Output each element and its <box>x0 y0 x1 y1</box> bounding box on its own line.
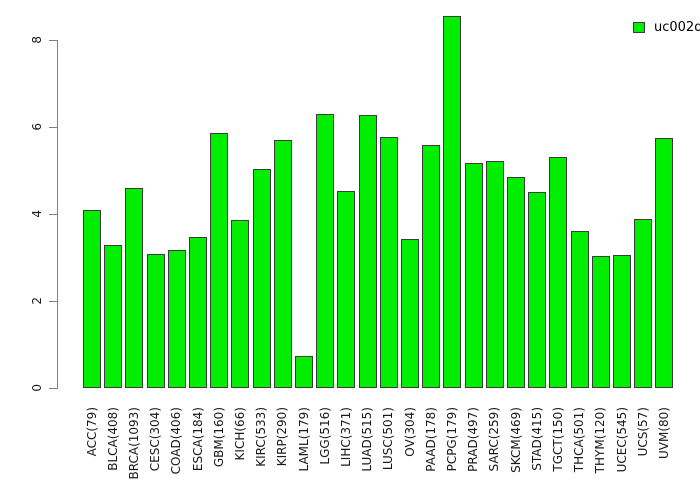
x-axis-label: ACC(79) <box>84 407 99 457</box>
x-axis-label: CESC(304) <box>148 407 163 472</box>
bar-SARC(259) <box>485 161 504 388</box>
y-axis-tick-label: 6 <box>29 123 44 131</box>
x-axis-label: OV(304) <box>402 407 417 457</box>
bar-PAAD(178) <box>422 145 441 388</box>
x-axis-label: LAML(179) <box>296 407 311 472</box>
x-axis-label: LGG(516) <box>317 407 332 465</box>
bar-LUSC(501) <box>379 137 398 388</box>
bar-GBM(160) <box>210 133 229 388</box>
bar-ACC(79) <box>83 210 101 388</box>
y-axis-tick-label: 8 <box>29 36 44 44</box>
x-axis-label: LUAD(515) <box>360 407 375 472</box>
x-axis-label: KICH(66) <box>232 407 247 461</box>
bar-KIRC(533) <box>252 169 271 388</box>
bar-KIRP(290) <box>273 140 292 388</box>
bar-TGCT(150) <box>549 157 568 388</box>
bar-PRAD(497) <box>464 163 483 388</box>
bar-KICH(66) <box>231 220 250 388</box>
x-axis-label: LUSC(501) <box>381 407 396 471</box>
bar-BRCA(1093) <box>125 188 144 388</box>
x-axis-label: STAD(415) <box>529 407 544 471</box>
legend-label: uc002dli <box>654 20 700 35</box>
y-axis-tick <box>49 388 57 389</box>
bar-THYM(120) <box>591 256 610 388</box>
bar-THCA(501) <box>570 231 589 388</box>
bar-LGG(516) <box>316 114 335 388</box>
bar-STAD(415) <box>528 192 547 388</box>
x-axis-label: KIRP(290) <box>275 407 290 467</box>
bar-UCS(57) <box>634 219 653 388</box>
bar-UCEC(545) <box>613 255 631 388</box>
legend-swatch-icon <box>633 22 645 33</box>
x-axis-label: SARC(259) <box>487 407 502 472</box>
x-axis-label: COAD(406) <box>169 407 184 475</box>
y-axis-tick <box>49 214 57 215</box>
x-axis-label: ESCA(184) <box>190 407 205 472</box>
x-axis-label: PRAD(497) <box>466 407 481 472</box>
bar-SKCM(469) <box>507 177 525 388</box>
x-axis-label: UCEC(545) <box>614 407 629 473</box>
bar-CESC(304) <box>146 254 165 388</box>
bar-LUAD(515) <box>358 115 377 388</box>
x-axis-label: BLCA(408) <box>105 407 120 471</box>
x-axis-label: THYM(120) <box>593 407 608 474</box>
bar-BLCA(408) <box>104 245 123 388</box>
x-axis-label: TGCT(150) <box>550 407 565 472</box>
x-axis-label: UVM(80) <box>656 407 671 459</box>
y-axis-tick-label: 2 <box>29 297 44 305</box>
bar-PCPG(179) <box>443 16 462 388</box>
y-axis-tick-label: 0 <box>29 384 44 392</box>
bar-UVM(80) <box>655 138 674 388</box>
bar-LAML(179) <box>295 356 313 388</box>
x-axis-label: LIHC(371) <box>338 407 353 467</box>
x-axis-label: THCA(501) <box>572 407 587 473</box>
y-axis-line <box>57 40 58 389</box>
bar-OV(304) <box>401 239 419 388</box>
x-axis-label: KIRC(533) <box>254 407 269 467</box>
x-axis-label: PAAD(178) <box>423 407 438 472</box>
bar-LIHC(371) <box>337 191 356 388</box>
bar-COAD(406) <box>167 250 186 388</box>
x-axis-label: UCS(57) <box>635 407 650 457</box>
y-axis-tick <box>49 127 57 128</box>
bar-ESCA(184) <box>189 237 207 388</box>
y-axis-tick <box>49 40 57 41</box>
x-axis-label: BRCA(1093) <box>126 407 141 480</box>
x-axis-label: SKCM(469) <box>508 407 523 473</box>
x-axis-label: GBM(160) <box>211 407 226 468</box>
y-axis-tick <box>49 301 57 302</box>
y-axis-tick-label: 4 <box>29 210 44 218</box>
x-axis-label: PCPG(179) <box>444 407 459 472</box>
